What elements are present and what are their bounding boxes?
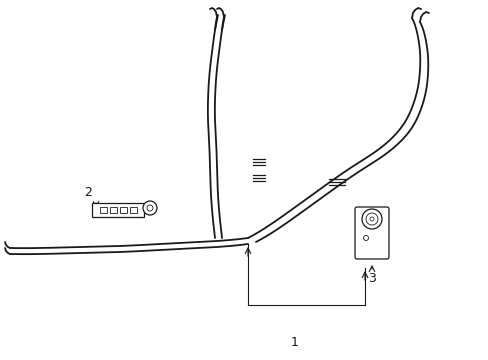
Bar (120, 207, 127, 213)
Circle shape (369, 217, 373, 221)
Bar (110, 207, 117, 213)
Text: 3: 3 (367, 271, 375, 284)
FancyBboxPatch shape (354, 207, 388, 259)
Text: 2: 2 (84, 186, 92, 199)
Bar (92, 203, 143, 217)
Circle shape (365, 213, 377, 225)
Bar (130, 207, 137, 213)
Circle shape (363, 235, 368, 240)
Bar (100, 207, 107, 213)
Circle shape (147, 205, 153, 211)
Text: 1: 1 (290, 336, 298, 348)
Circle shape (361, 209, 381, 229)
Circle shape (142, 201, 157, 215)
